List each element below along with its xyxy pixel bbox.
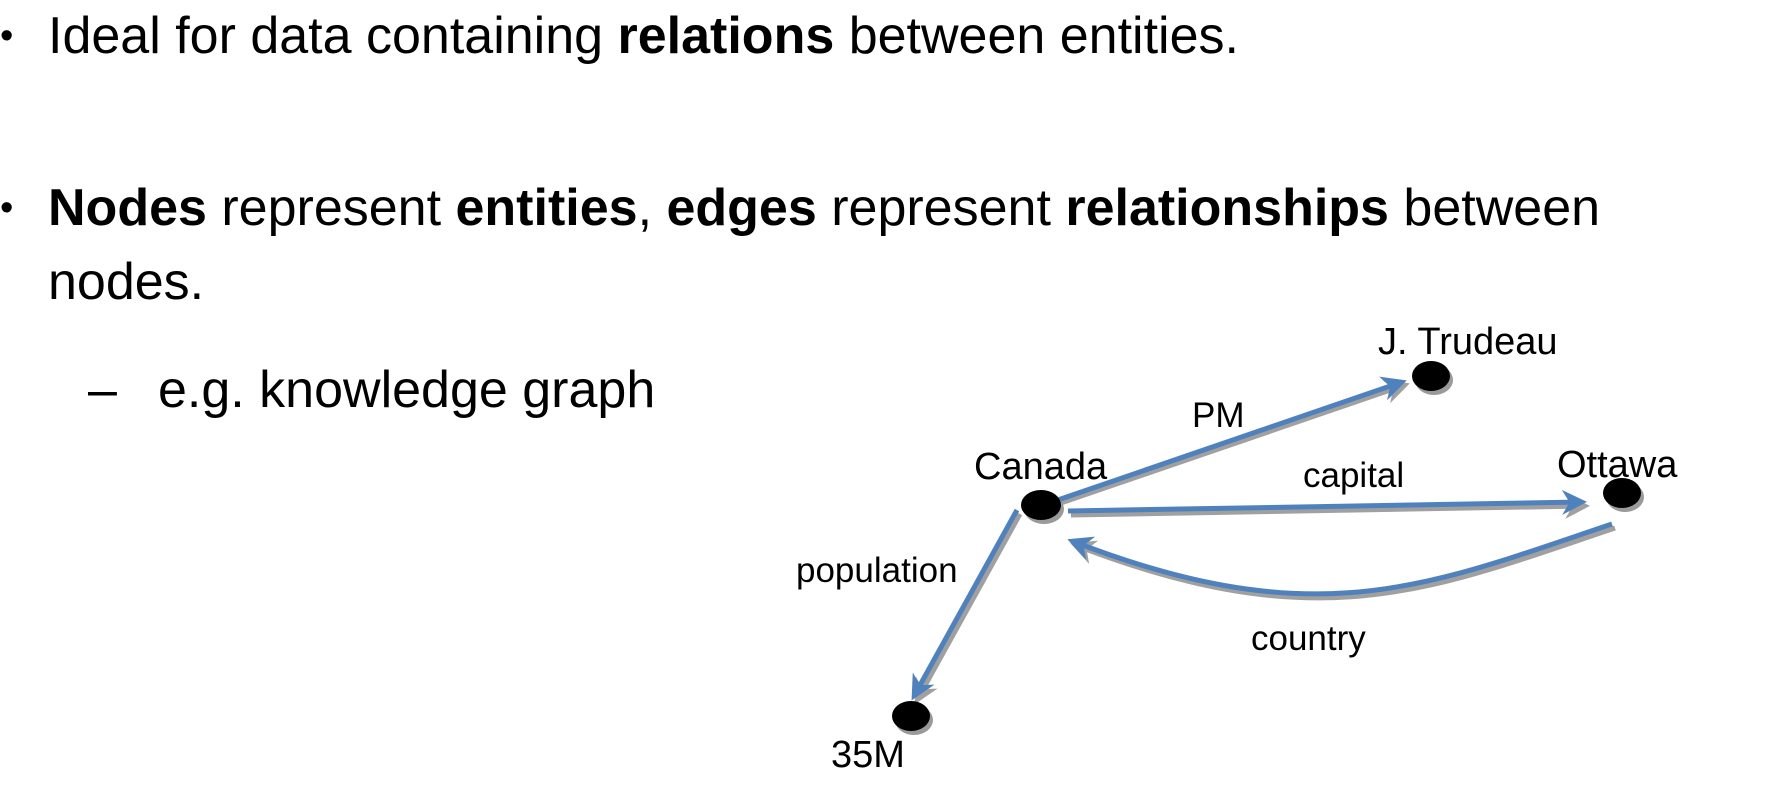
node-label-trudeau: J. Trudeau [1378, 321, 1558, 363]
bullet-marker: • [0, 187, 14, 229]
bullet-2-text-part: between [1388, 179, 1601, 237]
bullet-2-cont-text: nodes. [48, 253, 205, 311]
bullet-2-text-part: represent [206, 179, 456, 237]
edge-capital [1067, 489, 1587, 515]
sub-bullet-marker: – [88, 361, 117, 419]
bullet-2-text: Nodes represent entities, edges represen… [48, 178, 1600, 238]
bullet-2-bold-edges: edges [666, 179, 817, 237]
edge-capital-shadow [1070, 493, 1590, 519]
bullet-2-bold-relationships: relationships [1065, 179, 1389, 237]
edge-label-country: country [1251, 619, 1366, 658]
node-label-canada: Canada [974, 446, 1108, 488]
edge-shadows [914, 379, 1616, 705]
edge-label-population: population [796, 551, 958, 590]
edge-country [1067, 521, 1613, 597]
sub-bullet-text: e.g. knowledge graph [158, 361, 656, 419]
edge-pm-shadow [1054, 379, 1410, 508]
nodes [892, 361, 1644, 735]
node-canada [1021, 490, 1061, 520]
bullet-2-bold-entities: entities [455, 179, 638, 237]
node-pop [892, 701, 930, 731]
edge-population-shadow [914, 512, 1023, 705]
node-ottawa [1603, 478, 1641, 508]
edge-population [911, 508, 1020, 701]
edge-country-shadow [1070, 525, 1616, 601]
edge-label-pm: PM [1192, 396, 1245, 435]
node-label-ottawa: Ottawa [1557, 444, 1678, 486]
bullet-1-text-part: between entities. [834, 7, 1239, 65]
bullet-2-text-part: represent [816, 179, 1066, 237]
bullet-marker: • [0, 15, 14, 57]
node-label-pop: 35M [831, 734, 905, 776]
edge-label-capital: capital [1303, 456, 1404, 495]
edges [911, 376, 1613, 701]
node-trudeau [1412, 361, 1450, 391]
bullet-1-text: Ideal for data containing relations betw… [48, 6, 1239, 66]
bullet-2-bold-nodes: Nodes [48, 179, 207, 237]
bullet-1-text-part: Ideal for data containing [48, 7, 618, 65]
bullet-2-text-part: , [637, 179, 667, 237]
edge-pm [1051, 376, 1407, 505]
bullet-1-bold-relations: relations [617, 7, 835, 65]
